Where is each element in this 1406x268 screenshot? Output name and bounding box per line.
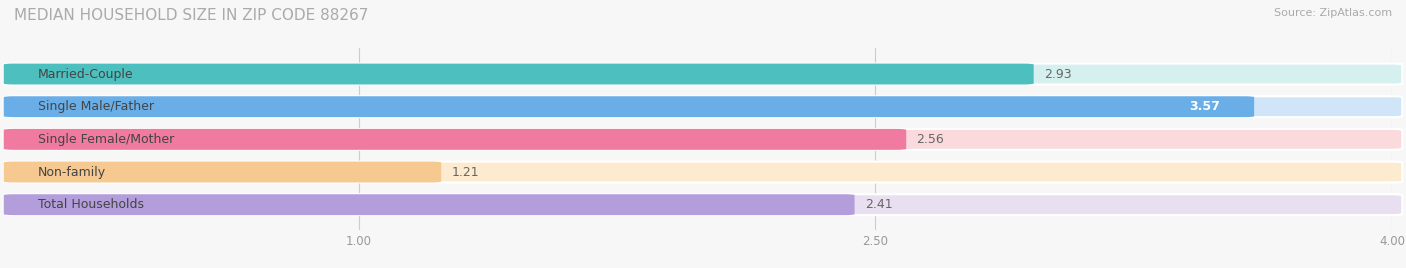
FancyBboxPatch shape xyxy=(4,194,855,215)
FancyBboxPatch shape xyxy=(4,64,1033,84)
Text: Total Households: Total Households xyxy=(38,198,145,211)
Text: 2.41: 2.41 xyxy=(865,198,893,211)
FancyBboxPatch shape xyxy=(4,129,907,150)
Text: 2.56: 2.56 xyxy=(917,133,945,146)
Text: 1.21: 1.21 xyxy=(451,166,479,178)
FancyBboxPatch shape xyxy=(4,129,1402,150)
FancyBboxPatch shape xyxy=(4,194,1402,215)
Text: Married-Couple: Married-Couple xyxy=(38,68,134,81)
FancyBboxPatch shape xyxy=(4,96,1402,117)
FancyBboxPatch shape xyxy=(4,64,1402,84)
Text: MEDIAN HOUSEHOLD SIZE IN ZIP CODE 88267: MEDIAN HOUSEHOLD SIZE IN ZIP CODE 88267 xyxy=(14,8,368,23)
Text: 2.93: 2.93 xyxy=(1045,68,1071,81)
FancyBboxPatch shape xyxy=(4,162,441,183)
FancyBboxPatch shape xyxy=(4,162,1402,183)
FancyBboxPatch shape xyxy=(4,96,1254,117)
Text: Source: ZipAtlas.com: Source: ZipAtlas.com xyxy=(1274,8,1392,18)
Text: Single Female/Mother: Single Female/Mother xyxy=(38,133,174,146)
Text: Single Male/Father: Single Male/Father xyxy=(38,100,155,113)
Text: 3.57: 3.57 xyxy=(1189,100,1219,113)
Text: Non-family: Non-family xyxy=(38,166,107,178)
